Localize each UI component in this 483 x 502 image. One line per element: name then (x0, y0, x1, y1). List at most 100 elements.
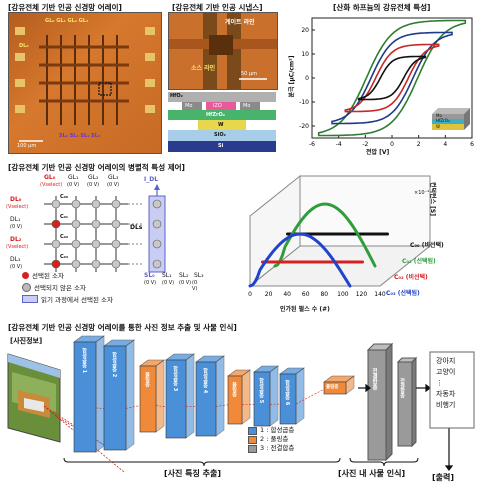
sl-labels-bottom: SL₀ SL₁ SL₂ SL₃ (59, 133, 100, 139)
hyst-ylabel: 분극 [μC/cm²] (287, 55, 296, 97)
dl3-label: DL₃ (10, 256, 20, 263)
synapse-scale: 50 μm (241, 71, 257, 77)
dl2-label: DL₂ (10, 236, 21, 243)
class-cat: 고양이 (436, 367, 455, 378)
hyst-ytick-label: 0 (305, 75, 309, 82)
sl0-label: SL₀ (144, 272, 155, 279)
unselected-cell (92, 240, 100, 248)
conv-square-icon (248, 427, 257, 435)
bracket-output-label: [출력] (432, 472, 454, 483)
unselected-cell (92, 260, 100, 268)
hyst-xlabel: 전압 [V] (366, 147, 389, 156)
sl2-sub: (0 V) (179, 280, 191, 286)
dl3-sub: (0 V) (10, 264, 22, 270)
c01-label: C₀₁ (60, 214, 68, 220)
cnn-layer-label-5: 풀링층 (231, 382, 238, 397)
sl1-sub: (0 V) (162, 280, 174, 286)
chart3d-multiplier: ×10⁻⁴ (414, 190, 429, 196)
chart3d-c02-label: C₀₂ (비선택) (394, 272, 428, 281)
unselected-cell (112, 260, 120, 268)
chart3d-xtick-label: 100 (337, 291, 349, 298)
hyst-ytick-label: -10 (299, 99, 309, 106)
sl0-sub: (0 V) (144, 280, 156, 286)
legend-unselected: 선택되지 않은 소자 (22, 282, 113, 292)
fc-square-icon (248, 445, 257, 453)
photo-label: [사진정보] (10, 336, 42, 346)
cnn-layer-side (126, 340, 134, 450)
chart3d-xtick-label: 60 (302, 291, 310, 298)
unselected-cell (72, 200, 80, 208)
hyst-inset: Mo HfZrO₂ W (428, 106, 472, 132)
dl-label: DL₀ (19, 43, 29, 49)
bracket-recog-label: [사진 내 사물 인식] (338, 468, 405, 479)
c02-label: C₀₂ (60, 234, 68, 240)
read-cell (153, 240, 161, 248)
layer-type-legend: 1 : 합성곱층 2 : 풀링층 3 : 전결합층 (248, 426, 294, 453)
unselected-cell (112, 220, 120, 228)
schematic-legend: 선택된 소자 선택되지 않은 소자 읽기 과정에서 선택된 소자 (22, 270, 113, 304)
hyst-ytick-label: 20 (301, 27, 309, 34)
cnn-layer-label-0: 합성곱층 1 (81, 348, 88, 373)
layer-mo-right: Mo (243, 103, 250, 109)
hyst-xtick-label: 4 (443, 141, 447, 148)
chart3d-ylabel: 컨덕턴스 [S] (429, 182, 438, 216)
cnn-layer-side (270, 366, 278, 426)
read-cell (153, 260, 161, 268)
chart3d-xtick-label: 0 (248, 291, 252, 298)
fc-label-2: 전결합층 (399, 378, 406, 398)
unselected-cell (92, 200, 100, 208)
selected-cell (52, 260, 60, 268)
gl2-sub: (0 V) (87, 182, 99, 188)
dl1-label: DL₁ (10, 216, 20, 223)
class-dog: 강아지 (436, 356, 455, 367)
cnn-layer-side (296, 368, 304, 424)
legend-pool: 2 : 풀링층 (248, 435, 294, 444)
hyst-xtick-label: 0 (390, 141, 394, 148)
gl-labels-top: GL₀ GL₁ GL₂ GL₃ (45, 18, 88, 24)
chart3d-xtick-label: 80 (320, 291, 328, 298)
unselected-cell (52, 240, 60, 248)
cnn-layer-label-6: 합성곱층 5 (258, 378, 265, 403)
layer-hfo2: HfO₂ (170, 93, 183, 99)
hyst-ytick-label: 10 (301, 51, 309, 58)
unselected-cell (112, 200, 120, 208)
hyst-xtick-label: -4 (336, 141, 342, 148)
layer-hzo: HfZrO₂ (206, 112, 225, 118)
unselected-cell (72, 220, 80, 228)
layer-w: W (218, 122, 224, 128)
fc-label-1: 전결합층 (370, 368, 378, 390)
read-cell (153, 220, 161, 228)
chart3d-xtick-label: 140 (374, 291, 386, 298)
unselected-cell (92, 220, 100, 228)
chart3d-c00-label: C₀₀ (비선택) (410, 240, 444, 249)
inset-w: W (436, 124, 440, 129)
chart3d-xtick-label: 20 (265, 291, 273, 298)
gl0-label: GL₀ (44, 174, 55, 181)
layer-sio2: SiO₂ (214, 132, 226, 138)
layer-si: Si (218, 143, 223, 149)
hyst-xtick-label: -6 (309, 141, 315, 148)
gl3-sub: (0 V) (107, 182, 119, 188)
class-car: 자동차 (436, 389, 455, 400)
chart3d-xtick-label: 120 (356, 291, 368, 298)
cnn-layer-label-7: 합성곱층 6 (284, 380, 291, 405)
unselected-cell (72, 260, 80, 268)
gl0-sub: (Vselect) (40, 182, 62, 188)
chart3d-c01-label: C₀₁ (선택됨) (402, 256, 436, 265)
unselected-cell (52, 200, 60, 208)
synapse-micrograph: 게이트 라인 소스 라인 50 μm (168, 12, 278, 90)
hyst-ytick-label: -20 (299, 123, 309, 130)
cnn-layer-label-8: 풀링층 (326, 384, 338, 390)
sl2-label: SL₂ (179, 272, 189, 279)
class-list: 강아지 고양이 ⋮ 자동차 비행기 (436, 356, 455, 411)
selected-cell (52, 220, 60, 228)
class-plane: 비행기 (436, 400, 455, 411)
legend-fc: 3 : 전결합층 (248, 444, 294, 453)
red-dot-icon (22, 272, 29, 279)
pool-square-icon (248, 436, 257, 444)
hyst-loop-3 (359, 56, 426, 99)
source-line-label: 소스 라인 (191, 63, 215, 72)
